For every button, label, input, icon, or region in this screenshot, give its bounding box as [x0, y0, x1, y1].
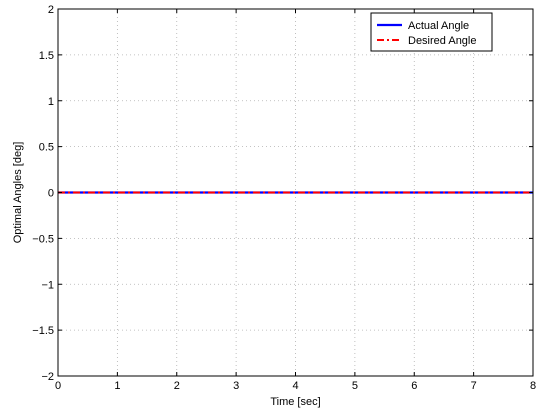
x-tick-label: 6: [411, 380, 417, 392]
x-tick-label: 3: [233, 380, 239, 392]
y-tick-label: −0.5: [32, 233, 54, 245]
x-tick-label: 1: [114, 380, 120, 392]
x-tick-label: 5: [352, 380, 358, 392]
legend-box: [370, 12, 493, 52]
x-tick-label: 7: [471, 380, 477, 392]
legend-label-desired-angle: Desired Angle: [408, 35, 477, 47]
y-tick-label: 1: [48, 96, 54, 108]
legend: Actual Angle Desired Angle: [370, 12, 493, 52]
axis-ticks: [57, 8, 534, 377]
y-tick-label: 0: [48, 188, 54, 200]
x-axis-label: Time [sec]: [270, 396, 320, 408]
y-tick-label: 0.5: [39, 142, 54, 154]
y-tick-label: 1.5: [39, 50, 54, 62]
y-axis-label: Optimal Angles [deg]: [12, 142, 24, 244]
y-tick-label: 2: [48, 4, 54, 16]
x-tick-label: 0: [55, 380, 61, 392]
x-tick-label: 8: [530, 380, 536, 392]
y-tick-label: −1.5: [32, 325, 54, 337]
legend-label-actual-angle: Actual Angle: [408, 20, 469, 32]
x-tick-label: 4: [292, 380, 298, 392]
tick-labels: 0 1 2 3 4 5 6 7 8 −2 −1.5 −1 −0.5 0 0.5 1 1.5 2: [32, 4, 536, 392]
y-tick-label: −1: [41, 279, 54, 291]
x-tick-label: 2: [174, 380, 180, 392]
y-tick-label: −2: [41, 371, 54, 383]
